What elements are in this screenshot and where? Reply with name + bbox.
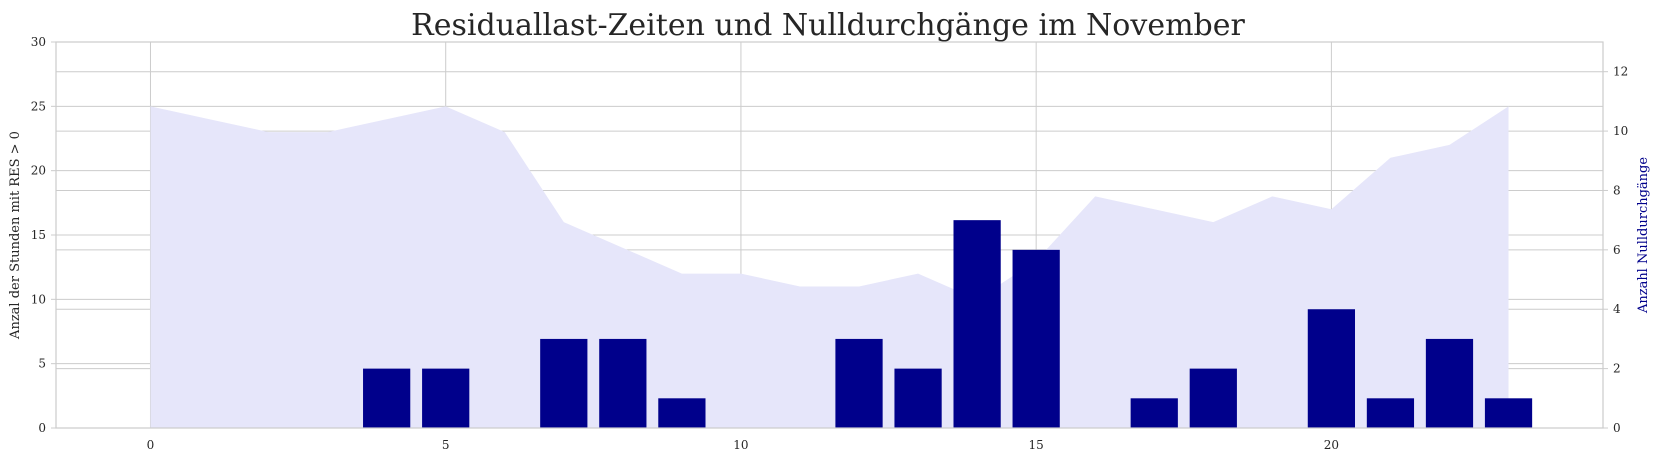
bar (953, 220, 1001, 428)
bar (835, 338, 883, 428)
left-y-tick-label: 0 (38, 421, 46, 435)
bar-series-zero-crossings (363, 220, 1533, 428)
right-y-tick-label: 0 (1613, 421, 1621, 435)
x-tick-label: 15 (1029, 438, 1044, 452)
x-tick-label: 0 (147, 438, 155, 452)
bar (1130, 398, 1178, 428)
bar (1012, 249, 1060, 428)
right-y-tick-label: 4 (1613, 302, 1621, 316)
bar (894, 368, 942, 428)
bar (1307, 309, 1356, 428)
right-y-tick-label: 6 (1613, 243, 1621, 257)
left-y-axis-label: Anzal der Stunden mit RES > 0 (8, 131, 23, 340)
bar (599, 338, 647, 428)
area-series-hours (150, 106, 1509, 428)
x-tick-label: 20 (1324, 438, 1339, 452)
right-y-tick-label: 8 (1613, 183, 1621, 197)
left-y-tick-label: 30 (31, 35, 46, 49)
right-y-tick-label: 10 (1613, 124, 1628, 138)
right-y-axis-ticks: 0 2 4 6 8 10 12 (1603, 65, 1628, 435)
left-y-tick-label: 10 (31, 292, 46, 306)
left-y-axis-ticks: 0 5 10 15 20 25 30 (31, 35, 56, 435)
bar (658, 398, 706, 428)
x-tick-label: 10 (733, 438, 748, 452)
bar (422, 368, 470, 428)
left-y-tick-label: 5 (38, 357, 46, 371)
chart-title: Residuallast-Zeiten und Nulldurchgänge i… (411, 8, 1245, 43)
bar (1484, 398, 1533, 428)
right-y-tick-label: 12 (1613, 65, 1628, 79)
x-tick-label: 5 (442, 438, 450, 452)
bar (1189, 368, 1237, 428)
bar (1366, 398, 1415, 428)
left-y-tick-label: 20 (31, 164, 46, 178)
x-axis-ticks: 0 5 10 15 20 (147, 438, 1339, 452)
right-y-tick-label: 2 (1613, 362, 1621, 376)
bar (540, 338, 588, 428)
right-y-axis-label: Anzahl Nulldurchgänge (1636, 157, 1651, 314)
left-y-tick-label: 25 (31, 99, 46, 113)
bar (363, 368, 411, 428)
bar (1425, 338, 1474, 428)
left-y-tick-label: 15 (31, 228, 46, 242)
